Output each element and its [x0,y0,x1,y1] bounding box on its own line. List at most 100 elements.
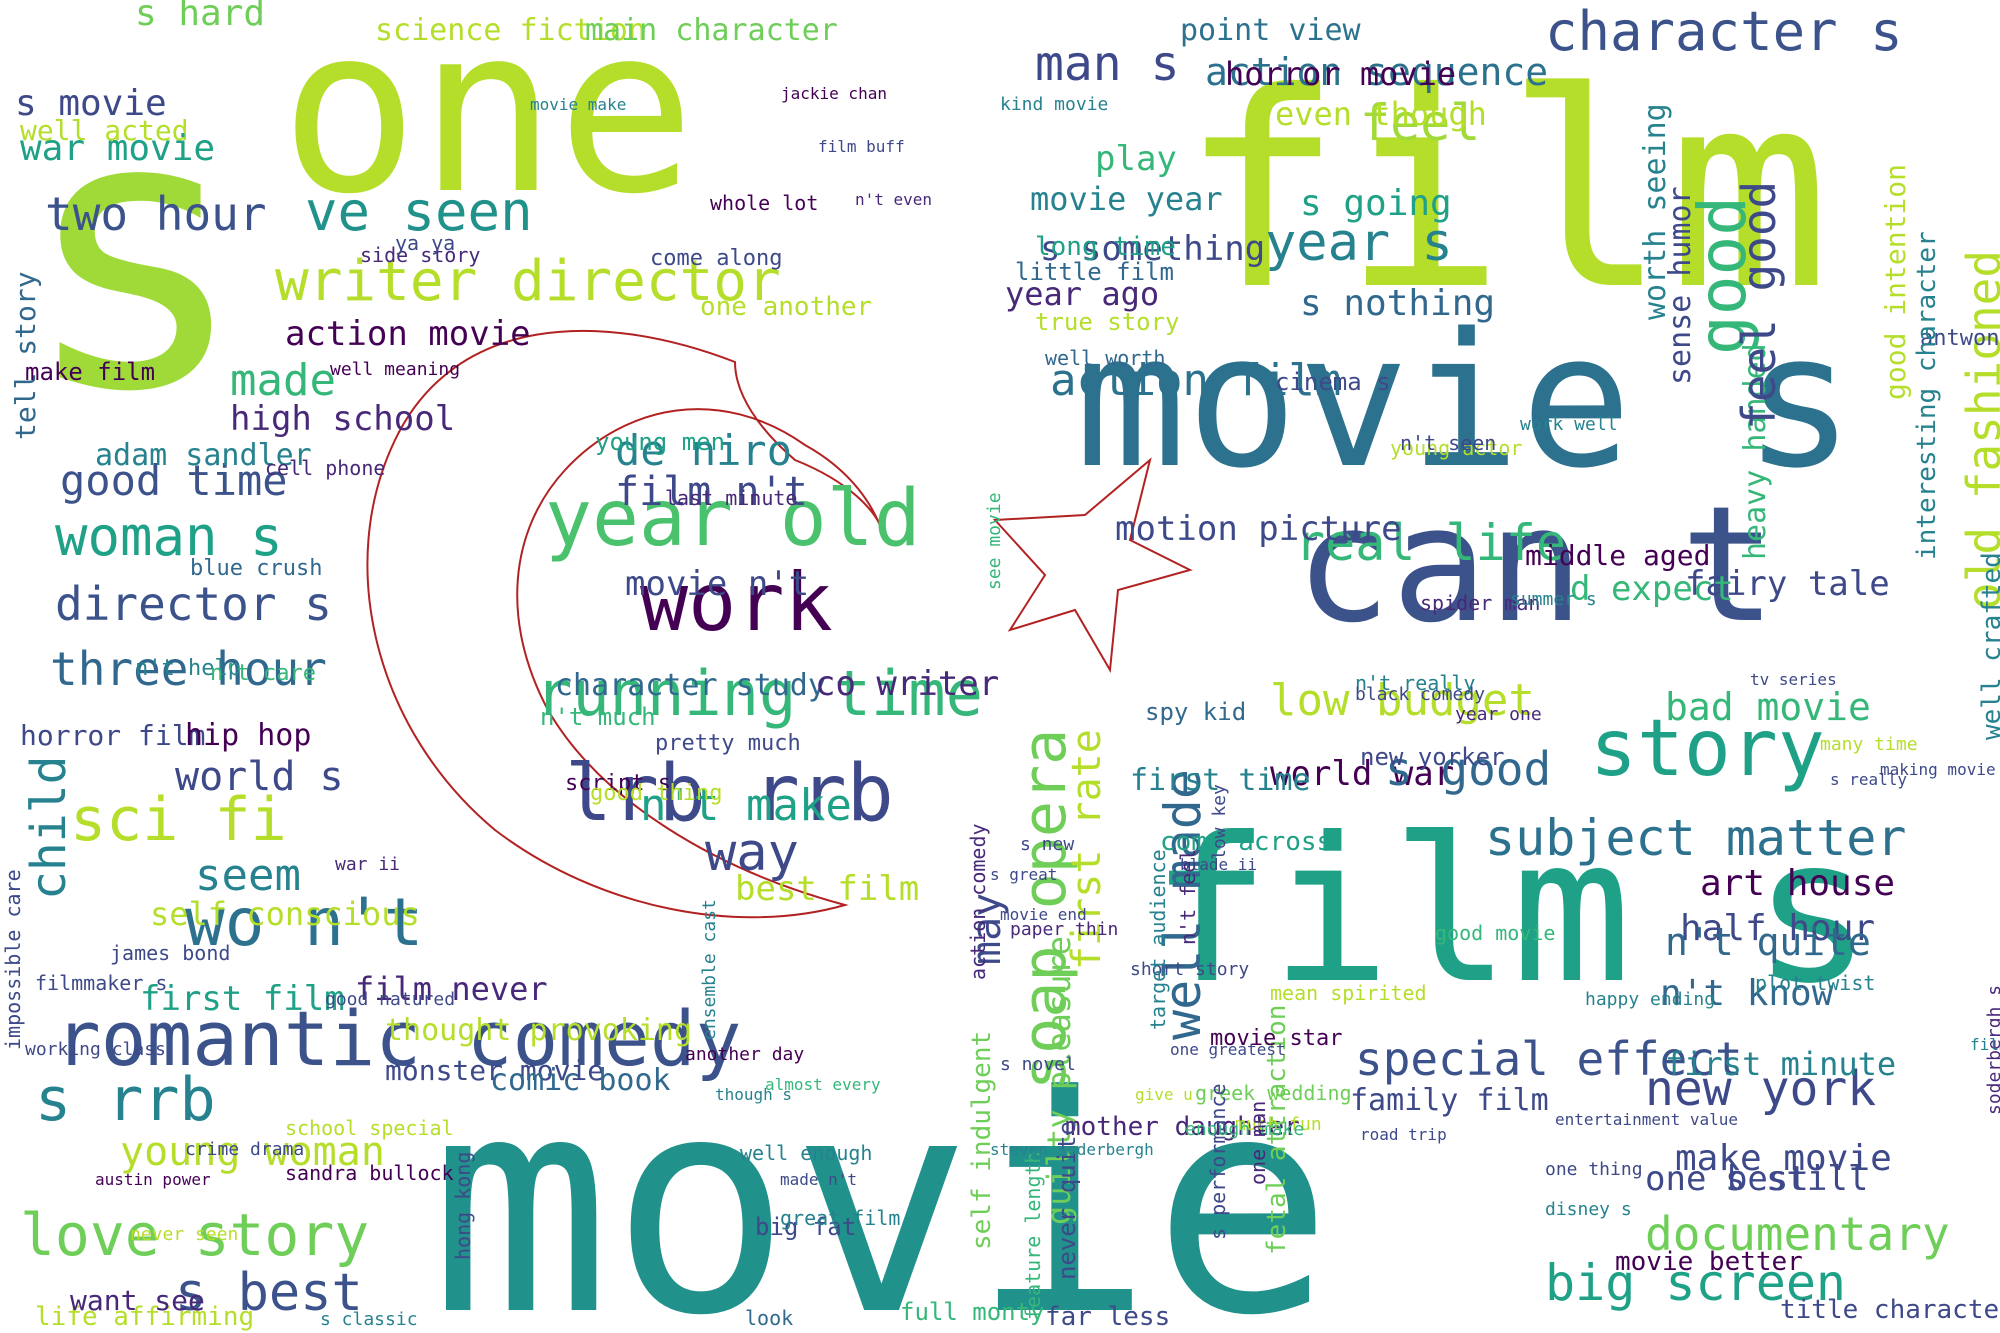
cloud-word: great film [780,1206,900,1230]
cloud-word: self indulgent [967,1031,997,1250]
cloud-word: greek wedding [1195,1081,1352,1105]
cloud-word: action comedy [966,823,990,980]
cloud-word: horror film [20,719,205,752]
cloud-word: s movie [15,83,167,124]
cloud-word: s nothing [1300,283,1495,324]
cloud-word: made n't [780,1170,857,1189]
cloud-word: much fun [1235,1114,1322,1135]
cloud-word: co writer [815,664,999,704]
cloud-word: n't really [1355,671,1475,695]
cloud-word: whole lot [710,191,818,215]
cloud-word: making movie [1880,760,1996,779]
cloud-word: seem [195,850,301,901]
cloud-word: good natured [325,989,455,1010]
cloud-word: blade ii [1180,855,1257,874]
cloud-word: one best [1645,1159,1809,1199]
cloud-word: impossible care [1,869,25,1050]
cloud-word: soap opera [1010,729,1080,1090]
cloud-word: come along [650,246,782,271]
cloud-word: look [745,1306,793,1330]
cloud-word: de niro [615,426,792,475]
cloud-word: bad movie [1665,685,1871,729]
cloud-word: world s [175,754,344,800]
cloud-word: may [964,893,1010,965]
cloud-word: man s [1035,36,1180,92]
cloud-word: last minute [665,486,797,510]
cloud-word: good [1684,196,1761,355]
cloud-word: well worth [1045,346,1165,370]
cloud-word: work [640,556,833,649]
cloud-word: s something [1040,229,1265,269]
cloud-word: subject matter [1485,809,1906,867]
cloud-word: ensemble cast [699,899,720,1040]
cloud-word: s classic [320,1309,418,1330]
cloud-word: s good [1385,742,1551,796]
cloud-word: title character [1780,1295,2000,1325]
cloud-word: film s [1150,795,1872,1028]
cloud-word: mean spirited [1270,981,1427,1005]
cloud-word: film n't [615,469,808,515]
cloud-word: action movie [285,314,531,354]
cloud-word: well enough [740,1141,872,1165]
cloud-word: n't quite [1665,920,1871,964]
cloud-word: love story [20,1201,369,1269]
cloud-word: soderbergh s [1984,985,2000,1115]
cloud-word: one [280,0,695,245]
cloud-word: good intention [1879,164,1912,400]
cloud-word: film [1180,34,1830,349]
cloud-word: one man [1246,1101,1270,1185]
cloud-word: middle aged [1525,539,1710,572]
cloud-word: make film [25,358,155,386]
cloud-word: even though [1275,95,1487,133]
cloud-word: want see [70,1284,205,1317]
cloud-word: low budget [1270,675,1535,726]
cloud-word: target audience [1146,849,1170,1030]
cloud-word: horror movie [1225,55,1456,93]
cloud-word: character s [1545,0,1903,63]
cloud-word: n't much [540,703,656,731]
cloud-word: special effect [1355,1032,1743,1086]
cloud-word: n't even [855,190,932,209]
cloud-word: working class [25,1039,166,1060]
cloud-word: year old [545,474,921,564]
cloud-word: entertainment value [1555,1110,1738,1129]
cloud-word: movie star [1210,1026,1342,1051]
cloud-word: paper thin [1010,919,1118,940]
cloud-word: though s [715,1085,792,1104]
cloud-word: little film [1015,258,1174,286]
cloud-word: black comedy [1355,684,1485,705]
cloud-word: short story [1130,959,1249,980]
cloud-word: movie s [1075,293,1855,509]
cloud-word: n't help [135,656,241,681]
cloud-word: first minute [1665,1045,1896,1083]
cloud-word: comic book [490,1063,671,1098]
cloud-word: austin power [95,1170,211,1189]
cloud-word: give u [1135,1085,1193,1104]
cloud-word: point view [1180,13,1362,48]
cloud-word: kind movie [1000,94,1108,115]
cloud-word: wo n't [185,884,423,961]
cloud-word: new york [1645,1061,1876,1117]
cloud-word: cell phone [265,456,385,480]
cloud-word: best film [735,869,919,909]
cloud-word: first time [1130,763,1311,798]
cloud-word: s great [990,865,1057,884]
cloud-word: war ii [335,854,400,875]
cloud-word: long time [1035,232,1176,262]
cloud-word: well crafted [1977,552,2000,740]
cloud-word: one another [700,292,872,322]
cloud-word: good time [60,456,288,505]
cloud-word: s hard [135,0,265,34]
cloud-word: work well [1520,414,1618,435]
cloud-word: low key [1209,784,1230,860]
cloud-word: n't care [210,661,316,686]
cloud-word: disney s [1545,1199,1632,1220]
cloud-word: road trip [1360,1125,1447,1144]
cloud-word: lrb rrb [565,749,894,839]
cloud-word: jackie chan [781,84,887,103]
cloud-word: summer s [1510,589,1597,610]
cloud-word: blue crush [190,556,322,581]
cloud-word: way [705,823,799,883]
cloud-word: ve seen [305,180,533,243]
